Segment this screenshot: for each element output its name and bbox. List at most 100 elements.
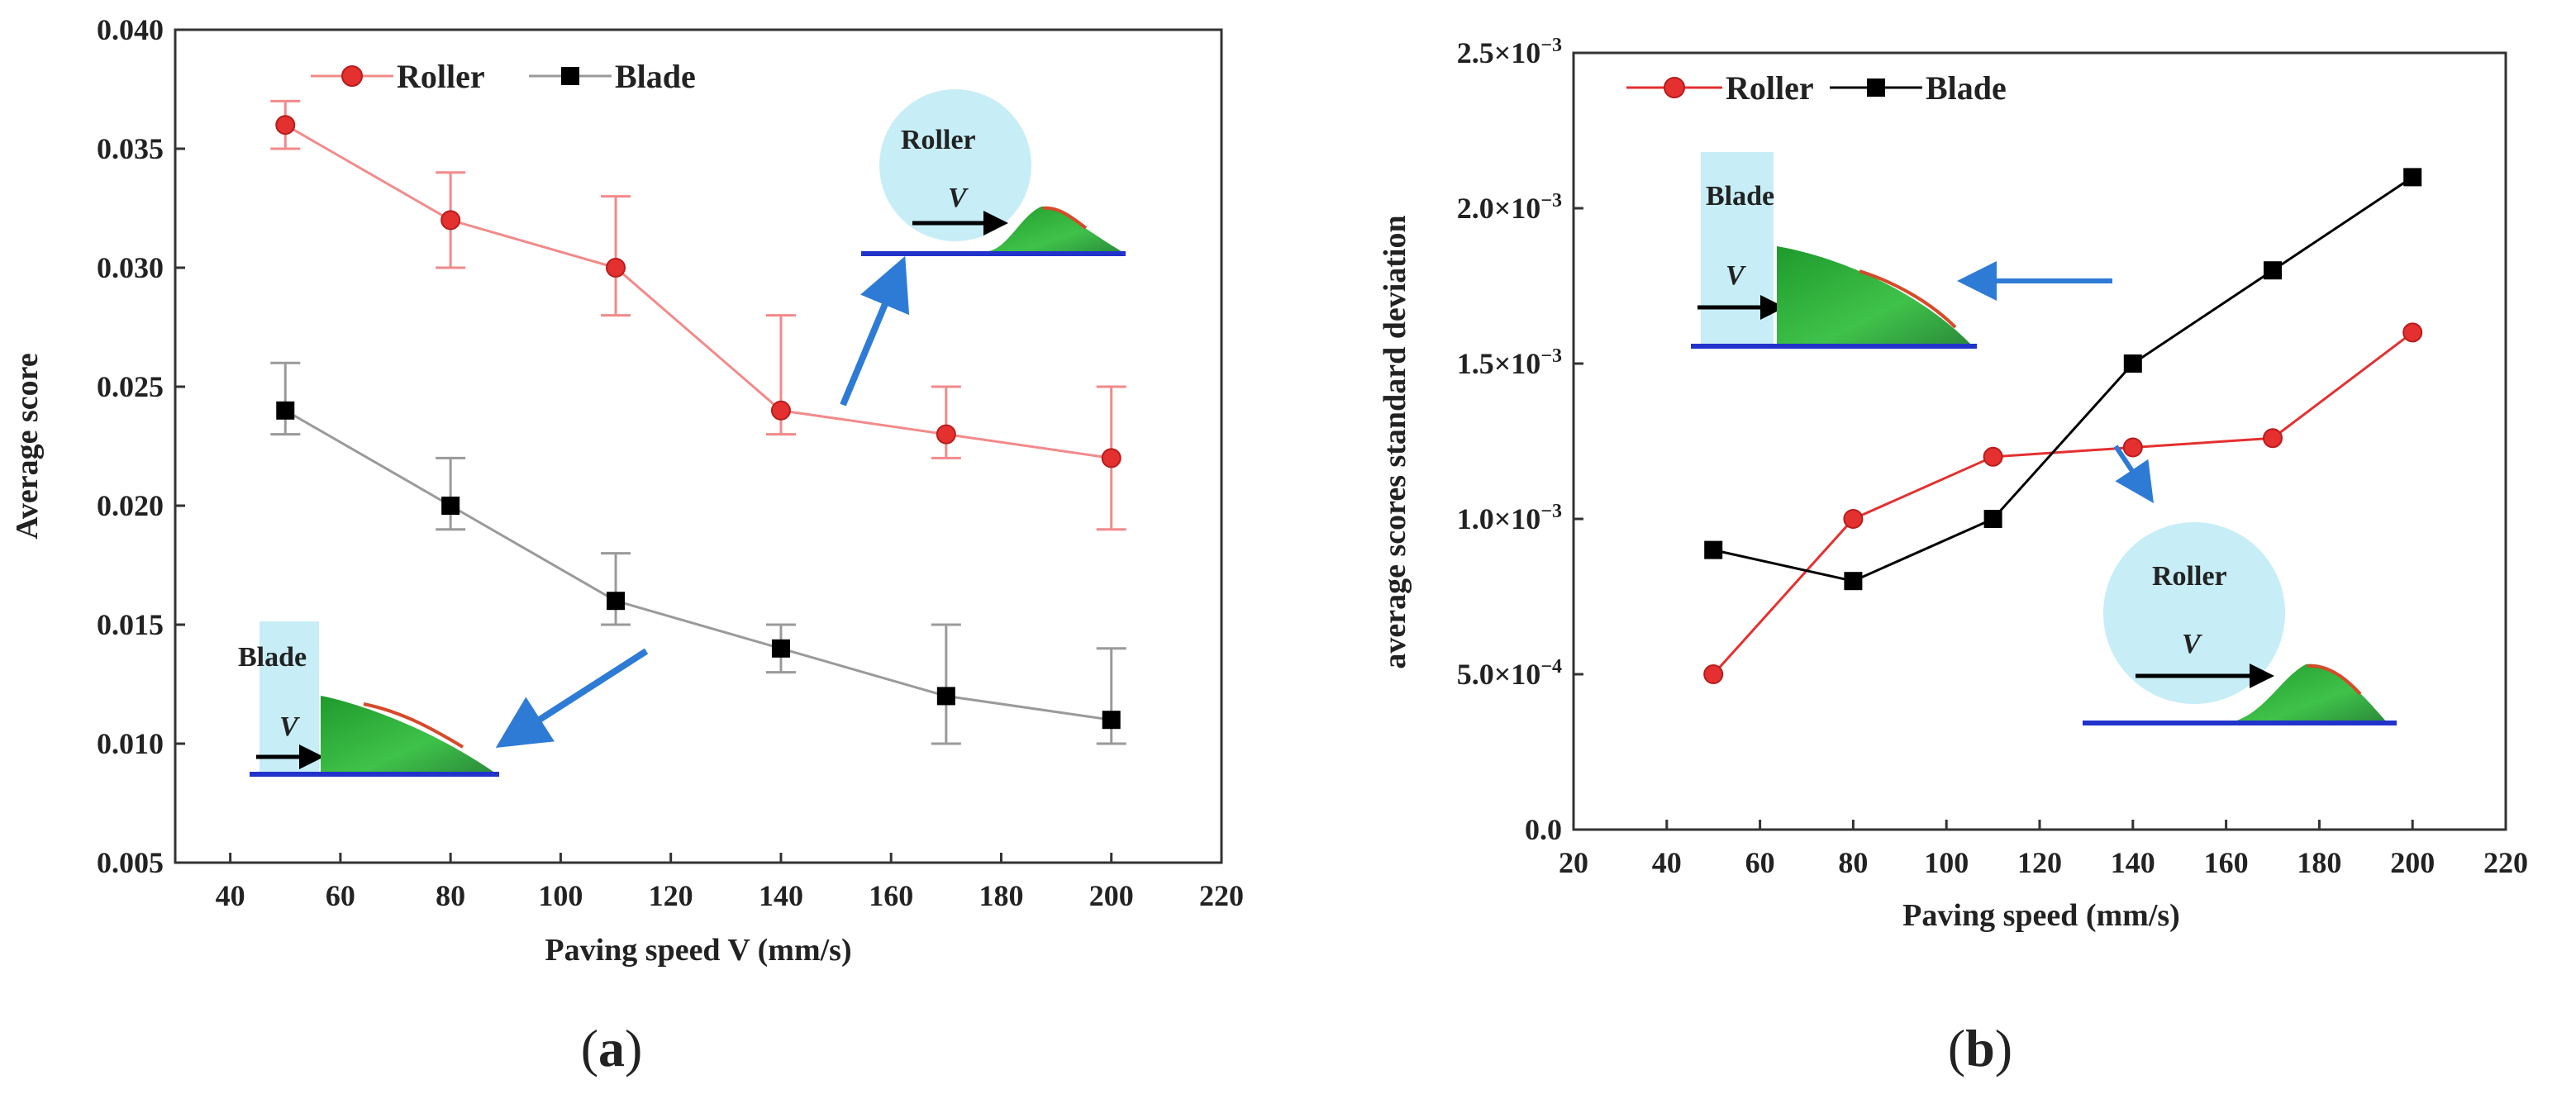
roller-pile-top-red <box>1042 206 1088 230</box>
roller-drum <box>2103 522 2285 704</box>
roller-data-point <box>275 115 296 136</box>
blade-data-point <box>276 401 295 420</box>
blade-particle-pile <box>1777 246 1972 345</box>
y-tick-label: 1.0×10−3 <box>1457 501 1562 535</box>
y-tick-label: 0.005 <box>97 846 164 879</box>
y-tick-label: 0.0 <box>1525 813 1562 846</box>
y-tick-label: 0.030 <box>97 251 164 284</box>
x-tick-label: 120 <box>2017 846 2062 879</box>
blade-inset-label: Blade <box>238 642 307 673</box>
y-tick-label: 1.5×10−3 <box>1457 345 1562 380</box>
y-tick-label: 2.5×10−3 <box>1457 35 1562 69</box>
panel-b-roller-pointer-arrow <box>2113 445 2154 503</box>
panel-a-x-axis-title: Paving speed V (mm/s) <box>545 933 851 968</box>
blade-velocity-label: V <box>279 711 300 742</box>
roller-data-point <box>606 258 626 278</box>
panel-a-blade-pointer-arrow <box>495 648 649 748</box>
x-tick-label: 140 <box>759 879 803 912</box>
legend-blade-marker <box>1867 78 1885 97</box>
roller-particle-pile <box>2231 664 2387 722</box>
panel-b-label: (b) <box>1948 1019 2012 1077</box>
blade-data-point <box>2264 261 2282 280</box>
roller-data-point <box>2402 322 2423 343</box>
panel-a-ticks <box>175 28 1223 864</box>
legend-blade-label: Blade <box>1926 69 2007 107</box>
panel-a-x-tick-labels: 40 60 80 100 120 140 160 180 200 220 <box>216 879 1244 912</box>
x-tick-label: 200 <box>1089 879 1134 912</box>
y-tick-label: 0.020 <box>97 489 164 522</box>
panel-b-ticks <box>1572 51 2507 831</box>
x-tick-label: 40 <box>216 879 245 912</box>
panel-b-series <box>1703 168 2423 684</box>
roller-inset-label: Roller <box>901 125 976 155</box>
blade-pile-top-red <box>1859 269 1957 329</box>
blade-substrate <box>250 772 499 777</box>
blade-velocity-label: V <box>1726 260 1746 291</box>
panel-a-y-axis-title: Average score <box>10 353 45 539</box>
legend-blade-marker <box>561 67 579 85</box>
x-tick-label: 140 <box>2111 846 2155 879</box>
roller-data-point <box>936 424 956 445</box>
roller-data-point <box>1101 448 1121 469</box>
x-tick-label: 180 <box>2297 846 2341 879</box>
y-tick-label: 2.0×10−3 <box>1457 190 1562 225</box>
roller-series-line <box>284 123 1112 459</box>
panel-a-roller-pointer-arrow <box>840 255 910 407</box>
blade-data-point <box>2123 354 2142 373</box>
roller-data-point <box>2263 428 2283 449</box>
panel-a-plot-frame <box>174 28 1223 864</box>
roller-substrate <box>2083 721 2397 725</box>
blade-pile-top-red <box>363 702 464 749</box>
blade-particle-pile <box>321 696 496 773</box>
panel-b-blade-inset: Blade V <box>1691 152 1977 349</box>
x-tick-label: 120 <box>649 879 693 912</box>
roller-particle-pile <box>988 206 1124 253</box>
roller-drum <box>879 89 1031 241</box>
x-tick-label: 80 <box>436 879 465 912</box>
x-tick-label: 220 <box>1199 879 1244 912</box>
panel-a-label: (a) <box>581 1019 643 1077</box>
legend-blade-label: Blade <box>615 58 696 95</box>
panel-b-x-tick-labels: 20 40 60 80 100 120 140 160 180 200 220 <box>1559 846 2528 879</box>
roller-data-point <box>1703 664 1724 684</box>
x-tick-label: 200 <box>2390 846 2435 879</box>
roller-data-point <box>440 210 461 231</box>
roller-data-point <box>2122 437 2143 458</box>
x-tick-label: 60 <box>326 879 355 912</box>
panel-a-series <box>270 99 1126 745</box>
blade-series-line <box>284 409 1112 721</box>
blade-data-point <box>936 687 955 706</box>
roller-series-line <box>1712 331 2414 676</box>
blade-data-point <box>2403 168 2422 187</box>
y-tick-label: 0.035 <box>97 132 164 165</box>
blade-data-point <box>607 592 626 611</box>
legend-roller-marker <box>341 65 363 87</box>
blade-data-point <box>441 497 460 515</box>
roller-pile-top-red <box>2307 664 2362 696</box>
x-tick-label: 100 <box>1924 846 1969 879</box>
panel-b-legend: Roller Blade <box>1626 69 2007 107</box>
x-tick-label: 20 <box>1559 846 1588 879</box>
x-tick-label: 160 <box>2204 846 2249 879</box>
panel-a-chart: 40 60 80 100 120 140 160 180 200 220 0.0050.0100.… <box>10 13 1244 1077</box>
blade-data-point <box>1844 572 1863 591</box>
y-tick-label: 0.015 <box>97 608 164 641</box>
blade-series-line <box>1712 176 2414 583</box>
y-tick-label: 0.040 <box>97 13 164 46</box>
panel-b-chart: 20 40 60 80 100 120 140 160 180 200 220 0.0 5.0×10−… <box>1378 35 2528 1077</box>
panel-b-x-axis-title: Paving speed (mm/s) <box>1902 898 2180 933</box>
legend-roller-label: Roller <box>1726 69 1814 107</box>
blade-data-point <box>1983 510 2002 528</box>
x-tick-label: 160 <box>869 879 913 912</box>
roller-data-point <box>1983 446 2003 467</box>
roller-inset-label: Roller <box>2152 561 2227 592</box>
panel-b-y-axis-title: average scores standard deviation <box>1378 215 1412 668</box>
blade-substrate <box>1691 344 1977 349</box>
x-tick-label: 60 <box>1745 846 1775 879</box>
roller-velocity-label: V <box>948 183 969 213</box>
y-tick-label: 0.010 <box>97 727 164 760</box>
panel-a-legend: Roller Blade <box>311 58 696 95</box>
panel-b-y-tick-labels: 0.0 5.0×10−4 1.0×10−3 1.5×10−3 2.0×10−3 2.5×1… <box>1457 35 1562 846</box>
panel-b-roller-inset: Roller V <box>2083 522 2397 725</box>
